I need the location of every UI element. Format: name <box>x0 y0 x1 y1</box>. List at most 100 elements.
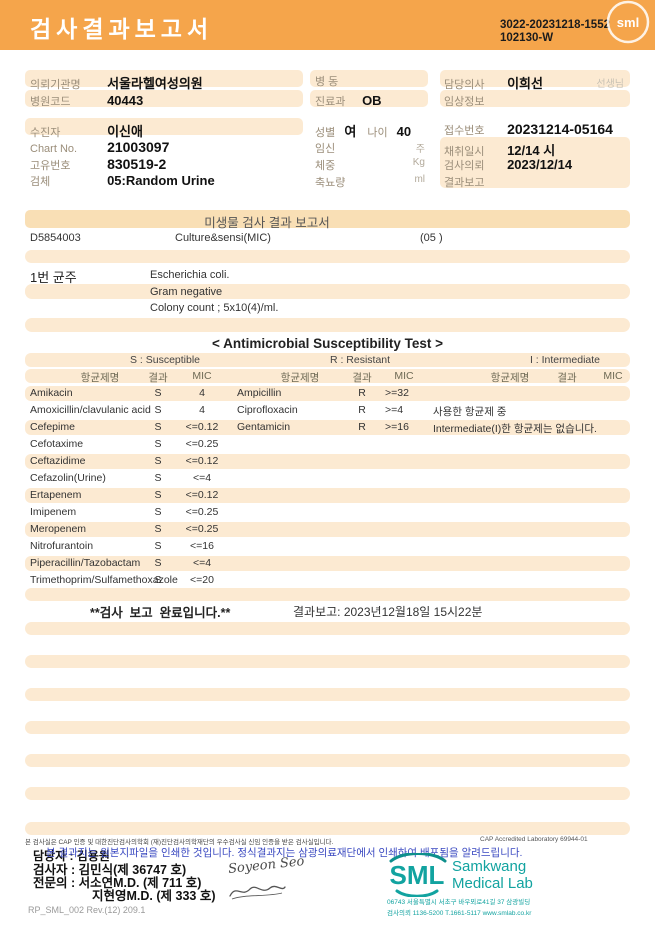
request-label: 검사의뢰 <box>444 160 485 172</box>
sml-circle-logo-icon: sml <box>604 0 652 55</box>
weight-label: 체중 <box>315 160 336 172</box>
antibiotic-name: Cefotaxime <box>30 438 84 450</box>
sml-lab-name-line2: Medical Lab <box>452 875 533 892</box>
clinical-info-row: 임상정보 <box>444 93 504 109</box>
age-label: 나이 <box>367 127 388 139</box>
urine-volume-label: 축뇨량 <box>315 177 346 189</box>
urine-volume-row: 축뇨량 ml <box>315 174 425 190</box>
antibiotic-result: S <box>154 540 162 552</box>
ast-row: Amoxicillin/clavulanic acid S 4 Ciproflo… <box>25 403 630 418</box>
org-row: 의뢰기관명 서울라헬여성의원 <box>30 73 203 92</box>
request-row: 검사의뢰 2023/12/14 <box>444 157 572 173</box>
antibiotic-result: S <box>154 574 162 586</box>
antibiotic-mic: 4 <box>199 387 205 399</box>
patient-name-value: 이신애 <box>107 124 143 139</box>
antibiotic-mic: 4 <box>199 404 205 416</box>
specimen-label: 검체 <box>30 176 51 188</box>
antibiotic-name: Cefepime <box>30 421 75 433</box>
pregnancy-label: 임신 <box>315 143 336 155</box>
request-value: 2023/12/14 <box>507 157 573 172</box>
micro-section-title: 미생물 검사 결과 보고서 <box>204 216 330 230</box>
ast-row: Ceftazidime S <=0.12 <box>25 454 630 469</box>
colony-count: Colony count ; 5x10(4)/ml. <box>150 302 279 314</box>
completion-report-time: 결과보고: 2023년12월18일 15시22분 <box>293 605 483 619</box>
antibiotic-mic: <=4 <box>192 557 212 569</box>
ast-title: < Antimicrobial Susceptibility Test > <box>211 336 444 351</box>
specimen-row: 검체 05:Random Urine <box>30 173 215 189</box>
antibiotic-name: Cefazolin(Urine) <box>30 472 106 484</box>
org-bar <box>25 70 303 87</box>
antibiotic-result: S <box>154 455 162 467</box>
ast-row: Trimethoprim/Sulfamethoxazole S <=20 <box>25 573 630 588</box>
doctor-row: 담당의사 이희선 선생님 <box>444 73 626 92</box>
report-number: 3022-20231218-1552 102130-W <box>500 19 610 45</box>
antibiotic-mic: >=4 <box>385 404 404 416</box>
antibiotic-name: Amoxicillin/clavulanic acid <box>30 404 151 416</box>
ast-row: Ertapenem S <=0.12 <box>25 488 630 503</box>
doctor-value: 이희선 <box>507 76 543 91</box>
antibiotic-result: S <box>154 557 162 569</box>
antibiotic-name: Nitrofurantoin <box>30 540 94 552</box>
sex-label: 성별 <box>315 127 336 139</box>
empty-stripe <box>25 588 630 601</box>
urine-volume-unit: ml <box>414 174 425 185</box>
weight-unit: Kg <box>412 157 425 168</box>
legend-intermediate: I : Intermediate <box>529 354 601 366</box>
ward-bar <box>310 70 428 87</box>
sml-lab-name-line1: Samkwang <box>452 858 527 875</box>
antibiotic-name: Ertapenem <box>30 489 82 501</box>
micro-test-code: D5854003 <box>30 232 81 244</box>
antibiotic-mic: <=0.12 <box>185 421 219 433</box>
report-date-row: 결과보고 <box>444 174 504 190</box>
uid-value: 830519-2 <box>107 156 167 172</box>
legend-susceptible: S : Susceptible <box>129 354 201 366</box>
col-header-mic-1: MIC <box>192 370 212 382</box>
antibiotic-name: Imipenem <box>30 506 77 518</box>
antibiotic-name: Ceftazidime <box>30 455 86 467</box>
antibiotic-name: Piperacillin/Tazobactam <box>30 557 141 569</box>
antibiotic-mic: <=0.25 <box>185 523 219 535</box>
org-value: 서울라헬여성의원 <box>107 76 203 91</box>
sex-value: 여 <box>344 124 357 139</box>
org-label: 의뢰기관명 <box>30 79 81 91</box>
report-number-line1: 3022-20231218-1552 <box>500 19 610 31</box>
ast-legend-row: S : Susceptible R : Resistant I : Interm… <box>25 353 630 367</box>
ast-row: Cefepime S <=0.12 Gentamicin R >=16 Inte… <box>25 420 630 435</box>
antibiotic-mic: <=20 <box>190 574 214 586</box>
antibiotic-result: S <box>154 387 162 399</box>
ast-row: Cefotaxime S <=0.25 <box>25 437 630 452</box>
patient-name-row: 수진자 이신애 <box>30 121 143 140</box>
col-header-result-1: 결과 <box>148 372 168 384</box>
receipt-no-value: 20231214-05164 <box>507 121 613 137</box>
ast-row: Nitrofurantoin S <=16 <box>25 539 630 554</box>
empty-stripe <box>25 721 630 734</box>
doctor-label: 담당의사 <box>444 79 485 91</box>
chart-no-row: Chart No. 21003097 <box>30 139 169 155</box>
completion-message: **검사 보고 완료입니다.** <box>90 606 231 620</box>
antibiotic-name: Ampicillin <box>237 387 282 399</box>
col-header-mic-3: MIC <box>603 370 623 382</box>
col-header-antibiotic-1: 항균제명 <box>80 372 120 384</box>
sml-address: 06743 서울특별시 서초구 바우뫼로41길 37 삼광빌딩 <box>387 899 531 906</box>
collect-label: 채취일시 <box>444 146 485 158</box>
col-header-result-3: 결과 <box>557 372 577 384</box>
uid-label: 고유번호 <box>30 160 71 172</box>
sml-contact: 검사의뢰 1136-5200 T.1661-5117 www.smlab.co.… <box>387 910 532 917</box>
antibiotic-result: S <box>154 404 162 416</box>
ast-row: Piperacillin/Tazobactam S <=4 <box>25 556 630 571</box>
hospital-code-label: 병원코드 <box>30 96 71 108</box>
empty-stripe <box>25 622 630 635</box>
accreditation-text-en: CAP Accredited Laboratory 69944-01 <box>480 836 588 843</box>
micro-specimen-code: (05 ) <box>420 232 443 244</box>
antibiotic-mic: >=32 <box>385 387 409 399</box>
hospital-code-bar <box>25 90 303 107</box>
doctor-bar <box>440 70 630 87</box>
organism-name: Escherichia coli. <box>150 269 230 281</box>
specimen-value: 05:Random Urine <box>107 173 215 188</box>
antibiotic-result: S <box>154 523 162 535</box>
empty-stripe <box>25 822 630 835</box>
ast-row: Amikacin S 4 Ampicillin R >=32 <box>25 386 630 401</box>
hospital-code-value: 40443 <box>107 93 144 108</box>
dept-value: OB <box>362 93 382 108</box>
col-header-mic-2: MIC <box>394 370 414 382</box>
